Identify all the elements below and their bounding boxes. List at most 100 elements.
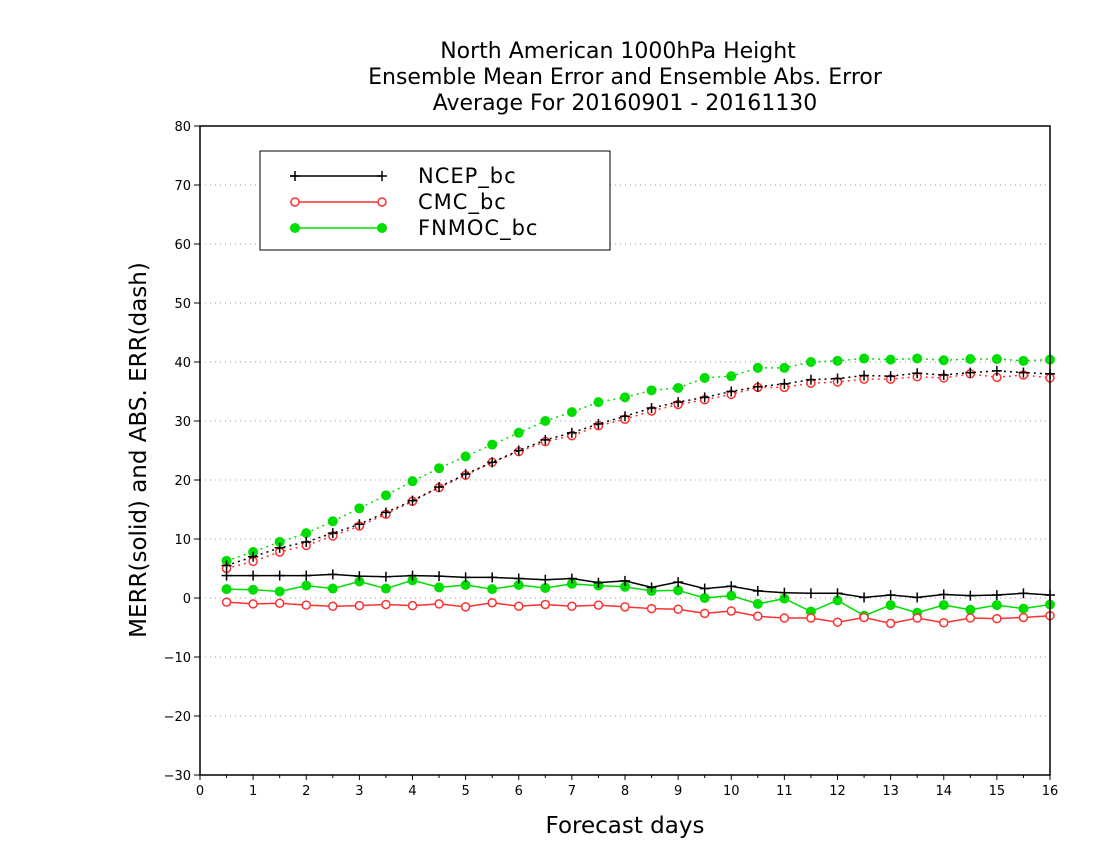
data-point-merr-ncep-bc — [912, 592, 923, 603]
data-point-merr-fnmoc-bc — [434, 582, 445, 593]
y-tick-label: 70 — [174, 179, 191, 194]
data-point-abs-err-fnmoc-bc — [566, 407, 577, 418]
data-point-abs-err-ncep-bc — [805, 374, 816, 385]
data-point-abs-err-ncep-bc — [407, 495, 418, 506]
chart-title-line-1: North American 1000hPa Height — [440, 39, 796, 64]
data-point-merr-ncep-bc — [487, 572, 498, 583]
legend-label-ncep-bc: NCEP_bc — [418, 164, 517, 189]
data-point-merr-fnmoc-bc — [274, 586, 285, 597]
data-point-merr-ncep-bc — [434, 571, 445, 582]
data-point-merr-ncep-bc — [1018, 588, 1029, 599]
x-tick-label: 12 — [829, 784, 846, 799]
data-point-merr-cmc-bc — [699, 608, 710, 619]
x-tick-label: 1 — [249, 784, 257, 799]
data-point-abs-err-ncep-bc — [673, 397, 684, 408]
data-point-merr-fnmoc-bc — [752, 598, 763, 609]
data-point-merr-fnmoc-bc — [301, 580, 312, 591]
data-point-merr-cmc-bc — [593, 600, 604, 610]
x-tick-label: 2 — [302, 784, 310, 799]
x-tick-label: 14 — [935, 784, 952, 799]
data-point-merr-ncep-bc — [779, 587, 790, 598]
data-point-merr-cmc-bc — [726, 606, 736, 616]
data-point-abs-err-fnmoc-bc — [965, 354, 976, 365]
data-point-abs-err-fnmoc-bc — [620, 392, 630, 403]
x-tick-label: 7 — [568, 784, 576, 799]
data-point-merr-cmc-bc — [274, 598, 285, 609]
x-tick-label: 13 — [882, 784, 899, 799]
data-point-merr-ncep-bc — [965, 590, 976, 601]
data-point-abs-err-ncep-bc — [434, 482, 445, 493]
data-point-merr-cmc-bc — [328, 601, 338, 612]
y-tick-label: 50 — [174, 297, 191, 312]
y-tick-label: 20 — [174, 474, 191, 489]
data-point-merr-ncep-bc — [566, 573, 577, 584]
x-tick-label: 3 — [355, 784, 363, 799]
data-point-merr-ncep-bc — [620, 575, 630, 586]
data-point-abs-err-fnmoc-bc — [859, 353, 870, 364]
legend-item-ncep-bc: NCEP_bc — [290, 164, 517, 189]
data-point-merr-cmc-bc — [460, 602, 471, 612]
data-point-merr-ncep-bc — [407, 570, 418, 581]
data-point-merr-cmc-bc — [434, 599, 444, 609]
legend-box — [259, 150, 611, 251]
data-point-abs-err-ncep-bc — [726, 386, 737, 397]
data-point-abs-err-fnmoc-bc — [1018, 355, 1029, 366]
x-axis-label: Forecast days — [546, 813, 705, 839]
data-point-merr-fnmoc-bc — [965, 604, 976, 615]
data-point-merr-ncep-bc — [699, 583, 710, 594]
data-point-abs-err-fnmoc-bc — [354, 503, 365, 514]
data-point-merr-cmc-bc — [859, 612, 869, 623]
data-point-merr-fnmoc-bc — [248, 584, 259, 595]
data-point-abs-err-fnmoc-bc — [487, 439, 498, 450]
grid-lines — [200, 184, 1050, 717]
x-tick-label: 16 — [1042, 784, 1059, 799]
legend-marker-fnmoc-bc — [377, 223, 387, 233]
legend-marker-ncep-bc — [377, 171, 387, 181]
data-point-abs-err-ncep-bc — [301, 536, 312, 547]
y-tick-label: 10 — [174, 533, 191, 548]
data-point-merr-ncep-bc — [859, 592, 870, 603]
data-point-merr-cmc-bc — [753, 611, 763, 622]
data-point-merr-fnmoc-bc — [885, 600, 896, 611]
data-point-merr-cmc-bc — [1018, 612, 1029, 623]
data-point-abs-err-fnmoc-bc — [752, 362, 763, 373]
data-point-merr-ncep-bc — [513, 573, 524, 584]
chart-title-line-3: Average For 20160901 - 20161130 — [433, 91, 818, 116]
y-tick-label: −30 — [164, 769, 191, 784]
data-point-merr-ncep-bc — [885, 590, 896, 601]
y-tick-label: −20 — [164, 710, 191, 725]
y-axis-label: MERR(solid) and ABS. ERR(dash) — [126, 262, 152, 638]
data-point-merr-ncep-bc — [726, 581, 737, 592]
series-fnmoc-bc — [221, 353, 1055, 621]
data-point-abs-err-ncep-bc — [593, 418, 604, 429]
data-point-abs-err-fnmoc-bc — [407, 476, 418, 487]
x-tick-label: 9 — [674, 784, 682, 799]
x-tick-label: 5 — [461, 784, 469, 799]
y-tick-label: 40 — [174, 356, 191, 371]
data-point-abs-err-fnmoc-bc — [726, 371, 737, 382]
data-point-abs-err-fnmoc-bc — [460, 451, 471, 462]
data-point-abs-err-ncep-bc — [620, 411, 630, 422]
data-point-abs-err-fnmoc-bc — [593, 397, 604, 408]
data-point-abs-err-fnmoc-bc — [301, 528, 312, 539]
data-point-merr-ncep-bc — [673, 577, 684, 588]
data-point-abs-err-fnmoc-bc — [832, 355, 843, 366]
data-point-abs-err-ncep-bc — [380, 507, 391, 518]
data-point-merr-fnmoc-bc — [1018, 603, 1029, 614]
data-point-merr-fnmoc-bc — [487, 584, 498, 595]
data-point-merr-cmc-bc — [832, 617, 843, 627]
data-point-abs-err-ncep-bc — [327, 528, 338, 539]
data-point-abs-err-fnmoc-bc — [991, 354, 1002, 365]
data-point-merr-ncep-bc — [221, 570, 232, 581]
data-point-abs-err-ncep-bc — [460, 469, 471, 480]
series-line-abs-err-fnmoc-bc — [226, 357, 1051, 562]
data-point-merr-cmc-bc — [965, 613, 976, 623]
data-point-abs-err-ncep-bc — [354, 519, 365, 530]
data-point-abs-err-fnmoc-bc — [513, 427, 524, 438]
data-point-merr-fnmoc-bc — [540, 582, 551, 593]
data-point-abs-err-fnmoc-bc — [327, 516, 338, 527]
data-point-merr-fnmoc-bc — [726, 590, 737, 601]
